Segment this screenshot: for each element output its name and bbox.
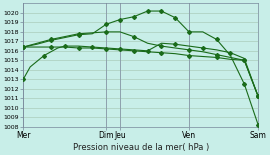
X-axis label: Pression niveau de la mer( hPa ): Pression niveau de la mer( hPa )	[73, 143, 209, 152]
